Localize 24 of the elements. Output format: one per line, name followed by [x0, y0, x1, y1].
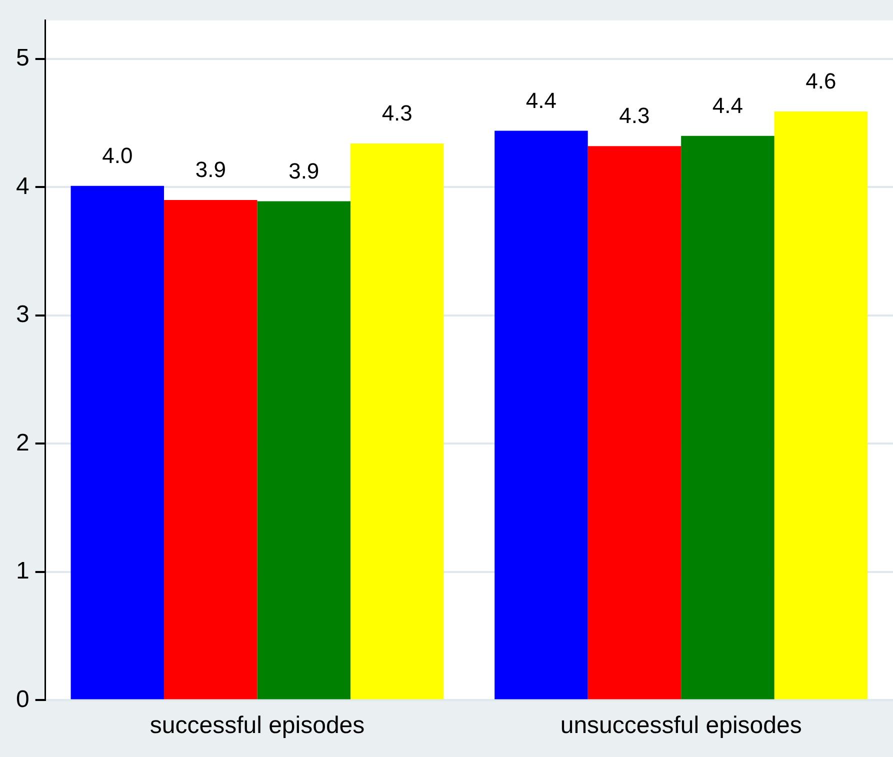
- data-label: 4.4: [526, 88, 557, 113]
- bar: [494, 130, 588, 700]
- data-label: 4.6: [806, 68, 836, 94]
- bar: [257, 201, 351, 700]
- bar: [588, 146, 682, 700]
- data-label: 4.3: [382, 100, 412, 126]
- y-tick-label: 5: [16, 44, 30, 72]
- y-tick-label: 2: [16, 429, 30, 456]
- bar: [164, 200, 258, 700]
- data-label: 4.4: [712, 92, 744, 118]
- bar: [681, 136, 774, 700]
- data-label: 4.3: [619, 103, 650, 128]
- bar: [774, 111, 868, 700]
- data-label: 3.9: [195, 157, 226, 182]
- x-tick-label: unsuccessful episodes: [560, 712, 802, 740]
- data-label: 3.9: [288, 158, 320, 184]
- y-tick-label: 1: [16, 558, 30, 585]
- data-label: 4.0: [102, 142, 133, 168]
- bar: [350, 144, 444, 700]
- y-tick-label: 0: [16, 686, 30, 713]
- x-tick-label: successful episodes: [150, 712, 365, 740]
- y-tick-label: 3: [16, 301, 30, 328]
- bar: [70, 186, 164, 700]
- y-tick-label: 4: [16, 172, 30, 200]
